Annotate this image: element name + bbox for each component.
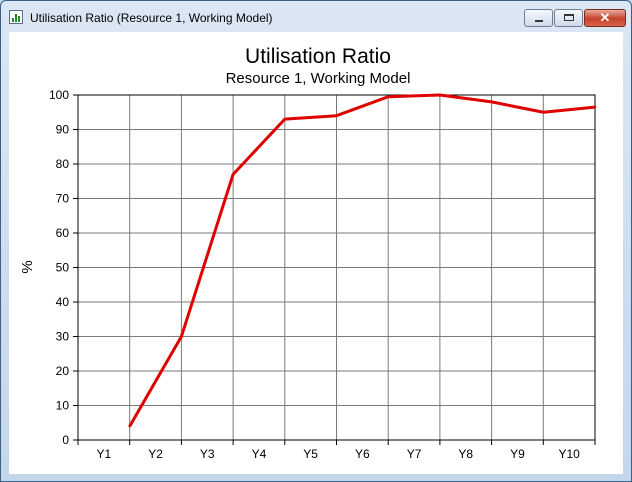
x-tick-label: Y8 — [458, 447, 473, 461]
data-point — [335, 114, 338, 117]
minimize-icon — [535, 20, 543, 22]
data-point — [490, 100, 493, 104]
x-tick-label: Y7 — [407, 447, 422, 461]
data-point — [128, 425, 131, 428]
maximize-button[interactable] — [554, 9, 583, 27]
series-line — [128, 93, 596, 427]
minimize-button[interactable] — [524, 9, 553, 27]
y-tick-label: 90 — [56, 123, 70, 137]
x-tick-label: Y3 — [200, 447, 215, 461]
chart-app-icon — [9, 10, 23, 24]
chart-subtitle: Resource 1, Working Model — [226, 70, 411, 87]
plot-frame — [77, 94, 596, 441]
data-point — [593, 105, 597, 109]
y-tick-label: 50 — [56, 261, 70, 275]
data-point — [438, 93, 442, 97]
x-tick-label: Y9 — [510, 447, 525, 461]
y-tick-label: 20 — [56, 364, 70, 378]
grid-lines — [73, 94, 596, 445]
y-axis-label: % — [19, 260, 36, 273]
title-bar[interactable]: Utilisation Ratio (Resource 1, Working M… — [1, 1, 631, 31]
x-tick-label: Y6 — [355, 447, 370, 461]
x-tick-label: Y5 — [303, 447, 318, 461]
y-tick-label: 40 — [56, 295, 70, 309]
data-point — [231, 173, 235, 176]
y-tick-label: 70 — [56, 192, 70, 206]
chart-title: Utilisation Ratio — [245, 45, 391, 68]
window-title: Utilisation Ratio (Resource 1, Working M… — [30, 11, 273, 25]
y-tick-label: 10 — [56, 399, 70, 413]
chart-svg: Utilisation Ratio Resource 1, Working Mo… — [19, 45, 597, 461]
data-point — [387, 95, 390, 98]
close-button[interactable]: ✕ — [584, 9, 626, 27]
y-tick-label: 80 — [56, 157, 70, 171]
y-tick-label: 100 — [49, 88, 69, 102]
x-tick-labels: Y1 Y2 Y3 Y4 Y5 Y6 Y7 Y8 Y9 Y10 — [97, 447, 581, 461]
x-tick-label: Y4 — [252, 447, 267, 461]
x-tick-label: Y10 — [558, 447, 580, 461]
close-icon: ✕ — [599, 10, 611, 25]
y-tick-labels: 0 10 20 30 40 50 60 70 80 90 100 — [49, 88, 69, 447]
y-tick-label: 30 — [56, 330, 70, 344]
data-point — [542, 111, 545, 114]
y-tick-label: 0 — [62, 433, 69, 447]
data-point — [180, 335, 183, 338]
x-tick-label: Y1 — [97, 447, 112, 461]
series-lines — [128, 93, 597, 428]
data-point — [283, 117, 286, 121]
x-tick-label: Y2 — [148, 447, 163, 461]
y-tick-label: 60 — [56, 226, 70, 240]
maximize-icon — [564, 14, 574, 21]
chart-area: Utilisation Ratio Resource 1, Working Mo… — [9, 32, 623, 474]
